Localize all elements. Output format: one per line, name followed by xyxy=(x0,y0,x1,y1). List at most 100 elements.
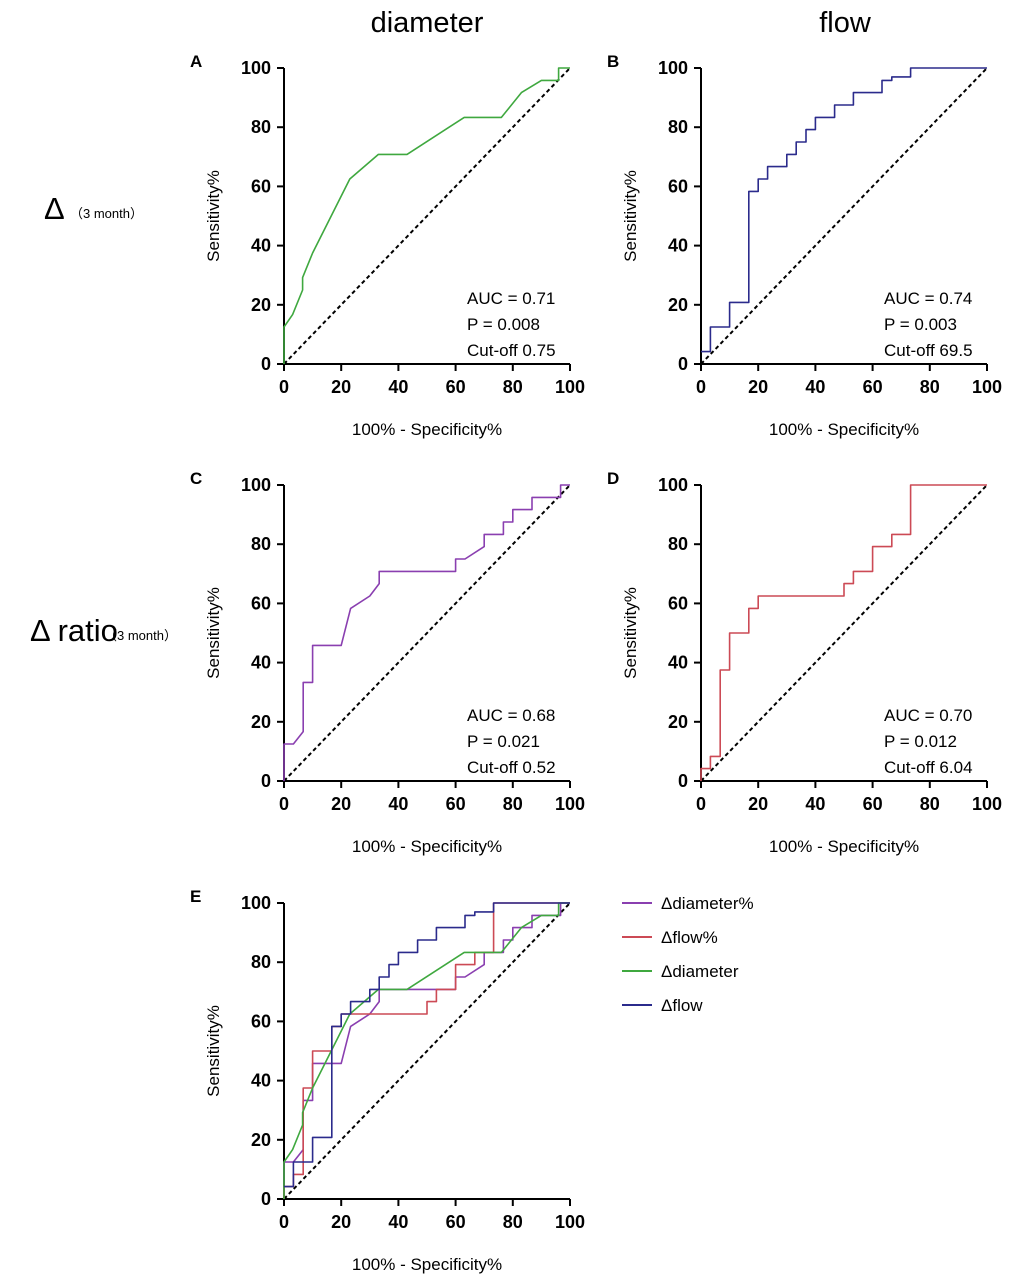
panel-a-label: A xyxy=(190,52,202,71)
panel-d-roc-delta-flow-pct xyxy=(700,484,987,781)
panel-c-y-tick-label: 80 xyxy=(251,534,271,554)
panel-b-reference-line xyxy=(700,67,988,365)
panel-a-y-tick-label: 80 xyxy=(251,117,271,137)
panels: A 0 20 40 60 80 100 0 20 40 60 80 100 100% - Specific… xyxy=(190,52,1002,1274)
panel-b-x-tick-label: 0 xyxy=(696,377,706,397)
panel-a-y-tick-label: 60 xyxy=(251,176,271,196)
legend-label-delta-flow-pct: Δflow% xyxy=(661,928,718,947)
panel-e: E 0 20 40 60 80 100 0 20 40 60 80 100 100% - Specific… xyxy=(190,887,754,1274)
panel-a: A 0 20 40 60 80 100 0 20 40 60 80 100 100% - Specific… xyxy=(190,52,585,439)
panel-c-y-tick-label: 0 xyxy=(261,771,271,791)
panel-e-x-tick-label: 60 xyxy=(446,1212,466,1232)
panel-c-x-tick-label: 20 xyxy=(331,794,351,814)
panel-e-y-tick-label: 100 xyxy=(241,893,271,913)
panel-d-x-axis-title: 100% - Specificity% xyxy=(769,837,919,856)
panel-d-x-tick-label: 40 xyxy=(805,794,825,814)
panel-b-y-tick-label: 0 xyxy=(678,354,688,374)
panel-d-reference-line xyxy=(700,484,988,782)
column-title-flow: flow xyxy=(819,7,872,39)
panel-a-x-axis-title: 100% - Specificity% xyxy=(352,420,502,439)
panel-c-x-tick-label: 0 xyxy=(279,794,289,814)
panel-b-y-tick-label: 40 xyxy=(668,236,688,256)
panel-d-label: D xyxy=(607,469,619,488)
panel-c-y-axis-title: Sensitivity% xyxy=(204,587,223,679)
panel-a-x-tick-label: 100 xyxy=(555,377,585,397)
panel-d-y-tick-label: 60 xyxy=(668,593,688,613)
panel-b-y-tick-label: 80 xyxy=(668,117,688,137)
panel-e-x-tick-label: 0 xyxy=(279,1212,289,1232)
panel-b-x-axis-title: 100% - Specificity% xyxy=(769,420,919,439)
row-title-delta-sub: （3 month） xyxy=(70,206,143,221)
panel-a-y-tick-label: 100 xyxy=(241,58,271,78)
panel-b-x-tick-label: 100 xyxy=(972,377,1002,397)
panel-a-stat-cutoff: Cut-off 0.75 xyxy=(467,341,556,360)
panel-e-y-tick-label: 60 xyxy=(251,1011,271,1031)
panel-d-x-tick-label: 20 xyxy=(748,794,768,814)
panel-b: B 0 20 40 60 80 100 0 20 40 60 80 100 100% - Specific… xyxy=(607,52,1002,439)
panel-b-stat-auc: AUC = 0.74 xyxy=(884,289,972,308)
panel-c-roc-delta-diameter-pct xyxy=(283,484,570,781)
panel-d-stat-cutoff: Cut-off 6.04 xyxy=(884,758,973,777)
panel-d-x-tick-label: 80 xyxy=(920,794,940,814)
panel-d-stat-p-value: P = 0.012 xyxy=(884,732,957,751)
row-title-ratio-symbol: Δ ratio xyxy=(30,613,118,648)
panel-d-y-tick-label: 80 xyxy=(668,534,688,554)
panel-e-x-tick-label: 80 xyxy=(503,1212,523,1232)
panel-a-y-tick-label: 40 xyxy=(251,236,271,256)
legend: Δdiameter% Δflow% Δdiameter Δflow xyxy=(622,894,754,1015)
panel-b-roc-delta-flow xyxy=(701,67,987,353)
panel-a-x-tick-label: 20 xyxy=(331,377,351,397)
panel-e-reference-line xyxy=(283,902,571,1200)
row-title-delta: Δ （3 month） xyxy=(44,191,143,226)
panel-b-y-tick-label: 100 xyxy=(658,58,688,78)
panel-e-label: E xyxy=(190,887,201,906)
panel-c-x-tick-label: 60 xyxy=(446,794,466,814)
panel-e-roc-delta-flow xyxy=(284,902,570,1188)
panel-b-stat-p-value: P = 0.003 xyxy=(884,315,957,334)
panel-e-y-tick-label: 40 xyxy=(251,1071,271,1091)
panel-a-reference-line xyxy=(283,67,571,365)
panel-a-x-tick-label: 40 xyxy=(388,377,408,397)
panel-d-y-axis-title: Sensitivity% xyxy=(621,587,640,679)
legend-label-delta-diameter: Δdiameter xyxy=(661,962,739,981)
panel-b-stat-cutoff: Cut-off 69.5 xyxy=(884,341,973,360)
row-title-delta-symbol: Δ xyxy=(44,191,65,226)
panel-d: D 0 20 40 60 80 100 0 20 40 60 80 100 100% - Specific… xyxy=(607,469,1002,856)
panel-c-y-tick-label: 60 xyxy=(251,593,271,613)
panel-e-x-axis-title: 100% - Specificity% xyxy=(352,1255,502,1274)
panel-d-y-tick-label: 100 xyxy=(658,475,688,495)
panel-b-x-tick-label: 20 xyxy=(748,377,768,397)
panel-e-y-tick-label: 0 xyxy=(261,1189,271,1209)
panel-e-roc-delta-diameter xyxy=(283,902,570,1199)
row-title-ratio-sub: （3 month） xyxy=(104,628,177,643)
panel-e-y-tick-label: 20 xyxy=(251,1130,271,1150)
panel-c-x-axis-title: 100% - Specificity% xyxy=(352,837,502,856)
panel-c-x-tick-label: 40 xyxy=(388,794,408,814)
panel-b-x-tick-label: 80 xyxy=(920,377,940,397)
panel-d-x-tick-label: 100 xyxy=(972,794,1002,814)
panel-c-y-tick-label: 40 xyxy=(251,653,271,673)
panel-b-y-tick-label: 60 xyxy=(668,176,688,196)
panel-d-y-tick-label: 0 xyxy=(678,771,688,791)
panel-c-reference-line xyxy=(283,484,571,782)
panel-a-y-tick-label: 20 xyxy=(251,295,271,315)
panel-a-x-tick-label: 80 xyxy=(503,377,523,397)
panel-c-stat-p-value: P = 0.021 xyxy=(467,732,540,751)
panel-a-y-axis-title: Sensitivity% xyxy=(204,170,223,262)
panel-d-stat-auc: AUC = 0.70 xyxy=(884,706,972,725)
panel-c-y-tick-label: 20 xyxy=(251,712,271,732)
panel-a-y-tick-label: 0 xyxy=(261,354,271,374)
panel-c-x-tick-label: 100 xyxy=(555,794,585,814)
panel-a-x-tick-label: 0 xyxy=(279,377,289,397)
panel-a-roc-delta-diameter xyxy=(283,67,570,364)
panel-d-x-tick-label: 0 xyxy=(696,794,706,814)
panel-d-y-tick-label: 40 xyxy=(668,653,688,673)
legend-label-delta-flow: Δflow xyxy=(661,996,703,1015)
panel-b-x-tick-label: 60 xyxy=(863,377,883,397)
panel-b-y-axis-title: Sensitivity% xyxy=(621,170,640,262)
panel-c: C 0 20 40 60 80 100 0 20 40 60 80 100 100% - Specific… xyxy=(190,469,585,856)
panel-e-x-tick-label: 20 xyxy=(331,1212,351,1232)
panel-c-stat-auc: AUC = 0.68 xyxy=(467,706,555,725)
panel-c-y-tick-label: 100 xyxy=(241,475,271,495)
panel-a-stat-p-value: P = 0.008 xyxy=(467,315,540,334)
